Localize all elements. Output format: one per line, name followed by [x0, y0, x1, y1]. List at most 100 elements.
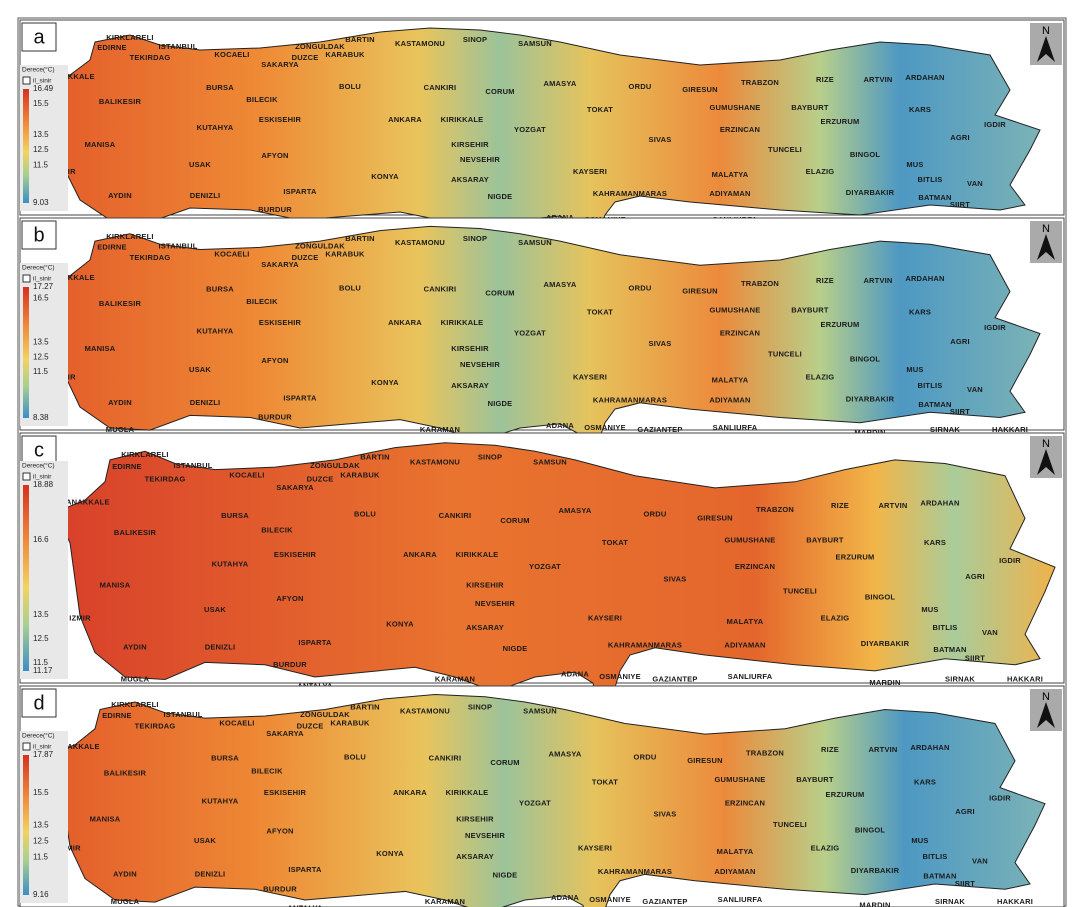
legend-value: 9.03: [33, 198, 49, 207]
legend-value: 15.5: [33, 788, 49, 797]
city-label: AFYON: [276, 594, 303, 603]
city-label: NEVSEHIR: [460, 360, 500, 369]
city-label: TEKIRDAG: [135, 722, 176, 731]
legend-value: 15.5: [33, 99, 49, 108]
city-label: VAN: [967, 179, 983, 188]
city-label: SIVAS: [649, 339, 672, 348]
legend-boundary-label: il_sinir: [33, 744, 52, 751]
city-label: NIGDE: [488, 192, 513, 201]
city-label: ESKISEHIR: [259, 115, 302, 124]
city-label: KAHRAMANMARAS: [608, 640, 682, 649]
legend-boundary-label: il_sinir: [33, 276, 52, 283]
city-label: SANLIURFA: [728, 672, 773, 681]
city-label: DUZCE: [292, 253, 319, 262]
city-label: HAKKARI: [997, 897, 1033, 906]
city-label: KOCAELI: [214, 50, 249, 59]
city-label: BURDUR: [258, 412, 292, 421]
city-label: EDIRNE: [112, 462, 142, 471]
city-label: ERZURUM: [821, 320, 860, 329]
city-label: OSMANIYE: [589, 895, 631, 904]
city-label: ARDAHAN: [910, 743, 949, 752]
city-label: ERZINCAN: [725, 799, 765, 808]
city-label: KONYA: [386, 620, 414, 629]
city-label: SANLIURFA: [713, 423, 758, 432]
city-label: BATMAN: [918, 400, 951, 409]
city-label: EDIRNE: [102, 711, 132, 720]
panel: KIRKLARELIEDIRNETEKIRDAGISTANBULKOCAELIS…: [19, 432, 1065, 718]
city-label: BAYBURT: [796, 775, 834, 784]
city-label: ISTANBUL: [159, 42, 198, 51]
city-label: BURSA: [206, 284, 234, 293]
city-label: ADIYAMAN: [724, 640, 765, 649]
city-label: KAHRAMANMARAS: [593, 189, 667, 198]
legend-boundary-swatch: [22, 472, 31, 481]
city-label: DIYARBAKIR: [846, 188, 895, 197]
city-label: BILECIK: [246, 297, 278, 306]
city-label: SINOP: [478, 452, 502, 461]
city-label: KASTAMONU: [395, 238, 445, 247]
city-label: SAKARYA: [261, 60, 299, 69]
city-label: MANISA: [85, 140, 116, 149]
city-label: TRABZON: [746, 748, 784, 757]
city-label: KONYA: [371, 378, 399, 387]
north-label: N: [1042, 438, 1050, 450]
north-arrow: [1037, 702, 1055, 728]
city-label: ISPARTA: [283, 394, 317, 403]
city-label: TRABZON: [756, 505, 794, 514]
city-label: KARS: [924, 538, 946, 547]
legend-ramp: [23, 287, 29, 418]
city-label: BINGOL: [855, 825, 886, 834]
city-label: ERZURUM: [826, 790, 865, 799]
city-label: ORDU: [629, 82, 652, 91]
city-label: ELAZIG: [811, 844, 840, 853]
city-label: ELAZIG: [821, 613, 850, 622]
city-label: VAN: [972, 856, 988, 865]
city-label: YOZGAT: [529, 562, 561, 571]
city-label: ANKARA: [403, 550, 437, 559]
panel-letter-box: [21, 688, 57, 718]
city-label: SAMSUN: [518, 238, 552, 247]
city-label: RIZE: [821, 745, 839, 754]
legend-value: 13.5: [33, 130, 49, 139]
panel: KIRKLARELIEDIRNETEKIRDAGISTANBULKOCAELIS…: [19, 685, 1065, 907]
city-label: ORDU: [644, 510, 667, 519]
legend-value: 13.5: [33, 338, 49, 347]
city-label: SIVAS: [664, 574, 687, 583]
city-label: BALIKESIR: [99, 97, 142, 106]
city-label: BAYBURT: [791, 305, 829, 314]
city-label: NIGDE: [493, 870, 518, 879]
city-label: KIRKLARELI: [111, 700, 158, 709]
city-label: CANAKKALE: [45, 72, 94, 81]
city-label: IGDIR: [984, 120, 1006, 129]
city-label: IGDIR: [989, 793, 1011, 802]
city-label: KARABUK: [340, 471, 380, 480]
city-label: ARDAHAN: [905, 73, 944, 82]
legend-value: 8.38: [33, 413, 49, 422]
city-label: KARS: [914, 777, 936, 786]
city-label: HAKKARI: [992, 425, 1028, 434]
city-label: CORUM: [485, 289, 514, 298]
city-label: ADANA: [546, 421, 574, 430]
city-label: BITLIS: [933, 623, 958, 632]
city-label: KAYSERI: [573, 167, 607, 176]
legend-boundary-label: il_sinir: [33, 78, 52, 85]
city-label: AYDIN: [113, 869, 137, 878]
city-label: BITLIS: [923, 852, 948, 861]
legend-title: Derece(°C): [22, 66, 55, 74]
city-label: DENIZLI: [195, 869, 226, 878]
legend-title: Derece(°C): [22, 462, 55, 470]
city-label: KIRIKKALE: [441, 318, 484, 327]
city-label: CANAKKALE: [50, 742, 99, 751]
city-label: SIIRT: [955, 879, 975, 888]
city-label: IGDIR: [999, 556, 1021, 565]
city-label: BARTIN: [345, 35, 375, 44]
legend-ramp: [23, 755, 29, 895]
city-label: CORUM: [500, 516, 529, 525]
legend-value: 11.5: [33, 658, 49, 667]
city-label: DUZCE: [307, 474, 334, 483]
city-label: GAZIANTEP: [642, 897, 687, 906]
city-label: SINOP: [463, 35, 487, 44]
city-label: AMASYA: [543, 280, 576, 289]
city-label: KAYSERI: [588, 613, 622, 622]
